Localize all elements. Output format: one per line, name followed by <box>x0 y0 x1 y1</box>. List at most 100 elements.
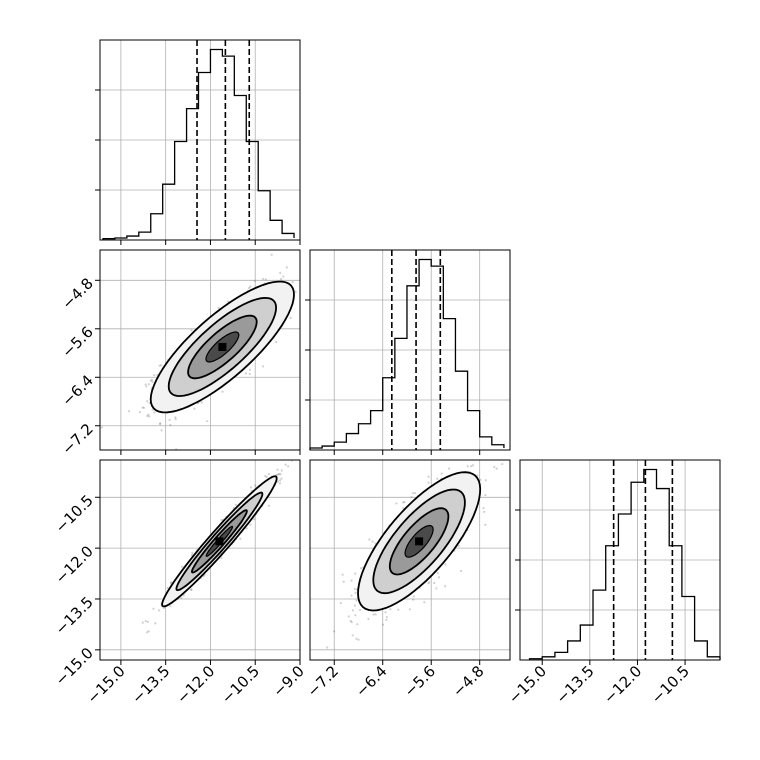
scatter-point <box>287 457 289 459</box>
scatter-point <box>142 406 145 409</box>
histogram-bin <box>568 641 581 660</box>
scatter-point <box>358 608 362 612</box>
histogram-bin <box>631 482 644 660</box>
histogram-bin <box>358 424 370 450</box>
scatter-point <box>280 477 283 480</box>
scatter-point <box>141 406 144 409</box>
density-panel-x1-x2: −7.2 −6.4 −5.6 −4.8 <box>304 459 511 701</box>
scatter-point <box>436 571 439 575</box>
scatter-point <box>357 638 360 641</box>
y-tick-label: −15.0 <box>52 644 97 689</box>
scatter-point <box>384 611 387 614</box>
scatter-point <box>471 464 475 467</box>
scatter-point <box>174 417 177 421</box>
scatter-point <box>153 374 156 377</box>
scatter-point <box>381 623 385 626</box>
scatter-point <box>149 379 152 382</box>
histogram-bin <box>151 214 163 240</box>
scatter-point <box>248 372 251 376</box>
axes-frame <box>99 249 301 451</box>
scatter-point <box>403 501 406 504</box>
density-content <box>141 431 307 634</box>
scatter-point <box>294 290 297 293</box>
scatter-point <box>249 486 253 489</box>
scatter-point <box>125 451 127 453</box>
y-tick-label: −10.5 <box>52 491 97 536</box>
x-tick-label: −15.0 <box>83 662 128 707</box>
scatter-point <box>234 503 237 506</box>
scatter-point <box>466 465 469 468</box>
y-tick-label: −12.0 <box>52 542 97 587</box>
scatter-point <box>355 637 358 640</box>
scatter-point <box>279 473 282 476</box>
scatter-point <box>141 621 144 624</box>
density-panel-x0-x2: −15.0−13.5−12.0−10.5−15.0 −13.5 −12.0 −10.5… <box>52 431 308 707</box>
scatter-point <box>353 587 356 591</box>
histogram-bin <box>322 446 334 450</box>
histogram-bin <box>246 141 258 240</box>
scatter-point <box>350 594 353 597</box>
scatter-point <box>286 465 290 468</box>
histogram-bin <box>695 641 708 660</box>
scatter-point <box>351 609 355 612</box>
scatter-point <box>253 518 256 521</box>
scatter-point <box>339 601 342 605</box>
histogram-bin <box>669 546 682 660</box>
scatter-point <box>414 492 417 495</box>
histogram-step <box>102 48 295 240</box>
scatter-point <box>160 429 163 432</box>
scatter-point <box>444 585 447 588</box>
scatter-point <box>408 608 411 611</box>
scatter-point <box>267 472 271 476</box>
scatter-point <box>280 469 283 472</box>
x-tick-label: −12.0 <box>173 662 218 707</box>
scatter-point <box>411 492 415 495</box>
scatter-point <box>277 472 281 476</box>
scatter-point <box>285 266 288 269</box>
scatter-point <box>460 569 463 572</box>
scatter-point <box>158 364 161 367</box>
scatter-point <box>248 368 252 371</box>
histogram-bin <box>334 442 346 450</box>
scatter-point <box>479 478 482 482</box>
scatter-point <box>389 608 392 611</box>
scatter-point <box>138 410 141 414</box>
scatter-point <box>433 581 436 585</box>
histogram-bin <box>371 411 383 450</box>
histogram-bin <box>175 141 187 240</box>
scatter-point <box>265 475 268 479</box>
scatter-point <box>147 413 150 416</box>
density-peak <box>415 537 424 546</box>
density-content <box>100 253 307 453</box>
scatter-point <box>305 431 307 433</box>
scatter-point <box>279 271 282 274</box>
histogram-bin <box>455 371 467 450</box>
scatter-point <box>262 277 265 281</box>
x-tick-label: −13.5 <box>552 662 597 707</box>
scatter-point <box>217 307 220 310</box>
scatter-point <box>159 422 162 425</box>
scatter-point <box>279 277 283 281</box>
scatter-point <box>412 598 415 601</box>
scatter-point <box>166 586 169 590</box>
scatter-point <box>349 619 352 623</box>
scatter-point <box>457 544 460 548</box>
scatter-point <box>200 401 203 404</box>
scatter-point <box>435 587 438 590</box>
scatter-point <box>160 364 163 367</box>
scatter-point <box>326 646 329 649</box>
scatter-point <box>182 594 185 597</box>
scatter-point <box>148 415 151 418</box>
histogram-bin <box>606 546 619 660</box>
scatter-point <box>127 410 131 413</box>
scatter-point <box>282 275 285 278</box>
scatter-point <box>305 303 307 305</box>
histogram-panel-x0 <box>95 39 301 245</box>
scatter-point <box>423 601 426 604</box>
scatter-point <box>144 383 147 386</box>
scatter-point <box>264 278 268 281</box>
scatter-point <box>180 596 183 599</box>
histogram-bin <box>199 73 211 240</box>
histogram-bin <box>492 445 504 450</box>
